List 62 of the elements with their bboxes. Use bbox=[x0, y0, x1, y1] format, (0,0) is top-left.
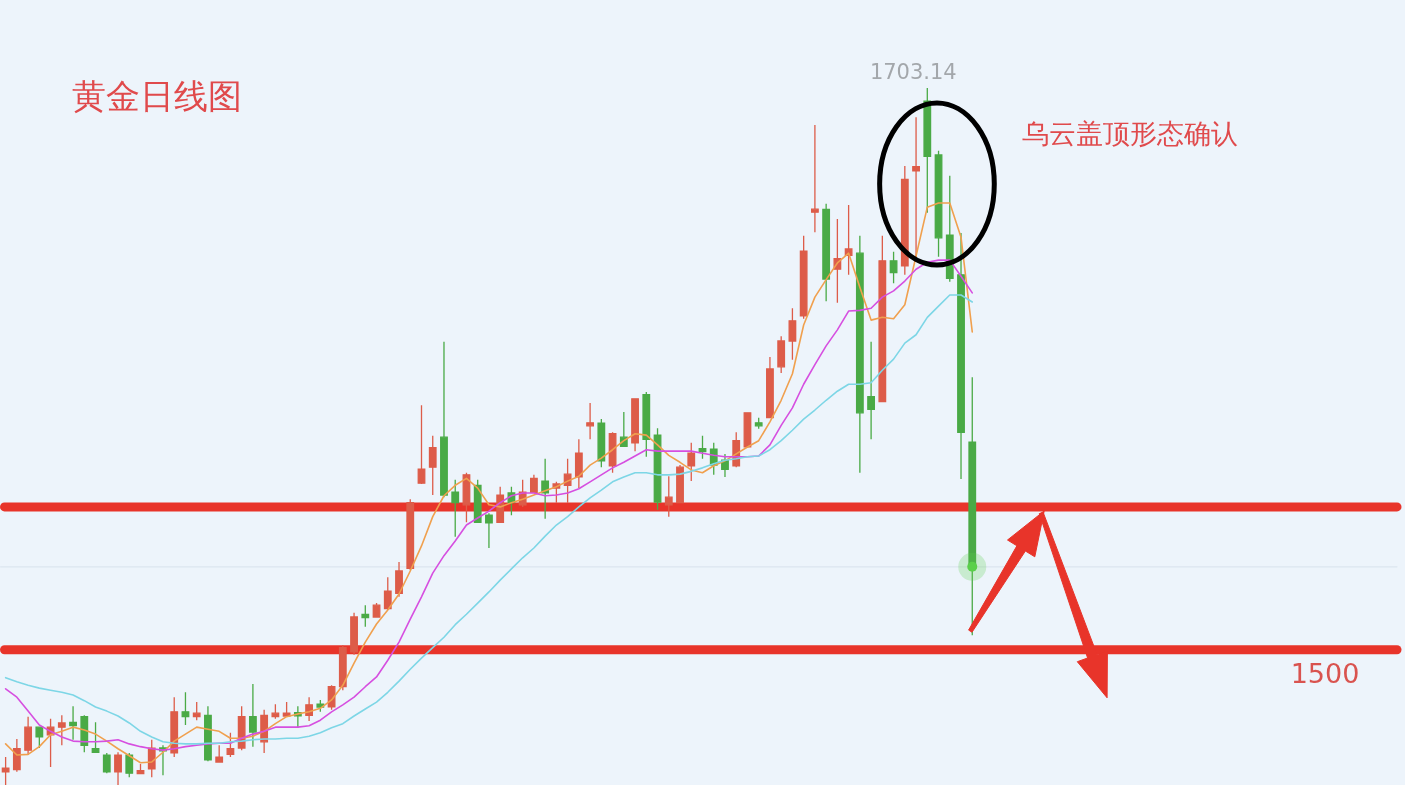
candlestick bbox=[574, 438, 583, 489]
candlestick bbox=[181, 691, 190, 726]
candlestick bbox=[766, 356, 774, 419]
candlestick bbox=[642, 391, 651, 458]
candlestick bbox=[383, 576, 392, 611]
candlestick bbox=[631, 397, 639, 452]
candlestick bbox=[451, 479, 460, 538]
candlestick bbox=[485, 512, 493, 549]
candlestick bbox=[754, 417, 763, 430]
candlestick bbox=[1, 756, 10, 785]
candlestick bbox=[361, 604, 370, 628]
candlestick bbox=[125, 752, 134, 778]
candlestick bbox=[12, 738, 21, 773]
candlestick bbox=[541, 458, 550, 520]
candlestick bbox=[923, 87, 932, 214]
candlestick bbox=[687, 442, 696, 482]
candlestick bbox=[597, 418, 606, 468]
candlestick bbox=[271, 703, 280, 720]
candlestick bbox=[192, 701, 201, 721]
candlestick bbox=[215, 744, 224, 763]
candlestick bbox=[855, 235, 864, 474]
candlestick bbox=[822, 203, 831, 302]
text: 1703.14 bbox=[869, 60, 957, 84]
candlestick bbox=[136, 763, 145, 775]
candlestick bbox=[878, 235, 887, 403]
candlestick bbox=[428, 435, 437, 496]
candlestick bbox=[698, 435, 707, 460]
chart-title: 黄金日线图 bbox=[72, 76, 242, 116]
candlestick bbox=[417, 404, 426, 485]
candlestick bbox=[799, 235, 808, 320]
candlestick bbox=[372, 602, 381, 619]
candlestick bbox=[867, 341, 876, 440]
candlestick bbox=[900, 165, 909, 276]
candlestick bbox=[676, 464, 684, 504]
candlestick bbox=[844, 204, 853, 276]
candlestick bbox=[912, 116, 920, 258]
text: 乌云盖顶形态确认 bbox=[1021, 118, 1238, 149]
candlestick bbox=[248, 683, 257, 748]
candlestick bbox=[24, 716, 33, 756]
candlestick bbox=[395, 561, 403, 598]
text: 1500 bbox=[1290, 657, 1360, 689]
candlestick bbox=[350, 612, 358, 656]
candlestick bbox=[406, 498, 415, 571]
candlestick bbox=[810, 124, 819, 233]
candlestick bbox=[777, 335, 786, 374]
candlestick bbox=[788, 307, 797, 361]
candlestick bbox=[957, 232, 965, 480]
candlestick bbox=[102, 752, 111, 774]
candlestick bbox=[934, 150, 943, 258]
candlestick bbox=[114, 751, 122, 785]
candlestick bbox=[440, 341, 448, 498]
candlestick bbox=[529, 474, 538, 494]
candlestick bbox=[664, 475, 673, 518]
candlestick bbox=[889, 251, 898, 284]
candlestick bbox=[57, 714, 66, 746]
candlestick bbox=[91, 721, 100, 753]
candlestick bbox=[586, 402, 595, 440]
candlestick bbox=[338, 644, 347, 691]
candlestick bbox=[226, 732, 235, 758]
candlestick bbox=[282, 701, 291, 718]
candlestick bbox=[69, 705, 77, 741]
candlestick bbox=[968, 376, 977, 636]
